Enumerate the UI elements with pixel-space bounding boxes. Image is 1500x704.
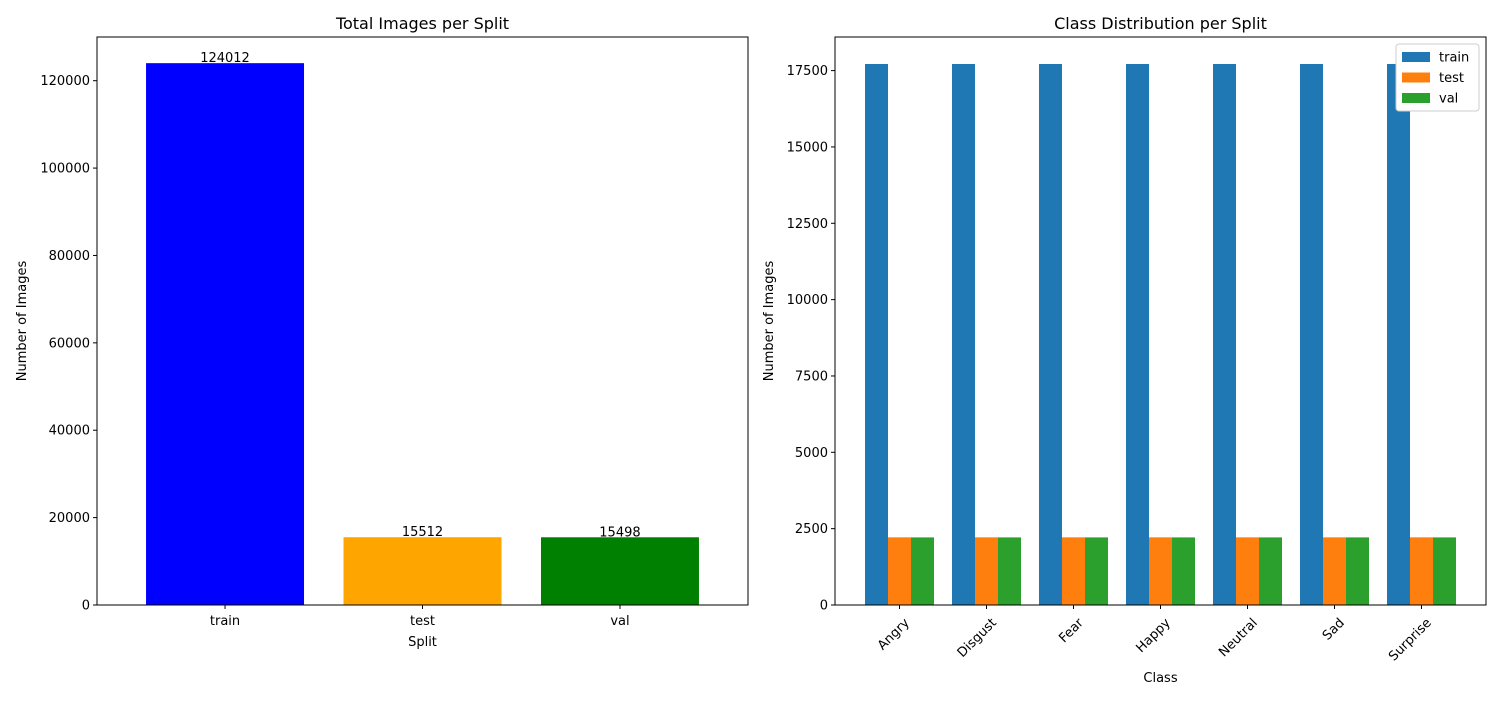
y-tick-label: 100000 [40, 162, 90, 177]
chart-2: Class Distribution per Split 0 2500 5000 750… [762, 14, 1487, 686]
bar-train-Happy [1126, 63, 1149, 606]
legend-label: test [1439, 71, 1464, 86]
x-tick-label: Neutral [1216, 616, 1261, 661]
y-tick-label: 15000 [787, 140, 828, 155]
x-tick-label: Surprise [1386, 616, 1435, 665]
chart-title: Class Distribution per Split [1054, 14, 1267, 33]
legend-label: train [1439, 51, 1469, 66]
bar-val-Happy [1172, 537, 1195, 605]
bar-train-Surprise [1387, 63, 1410, 606]
bar-val-Neutral [1259, 537, 1282, 605]
bar-val-Angry [911, 537, 934, 605]
y-tick-label: 2500 [795, 522, 828, 537]
x-tick-label: Angry [875, 615, 913, 653]
bar-test-Disgust [975, 537, 998, 605]
y-tick-label: 20000 [49, 511, 90, 526]
bar-value-label: 124012 [200, 51, 250, 66]
y-tick-label: 80000 [49, 249, 90, 264]
bar-test-Angry [888, 537, 911, 605]
x-tick-label: val [610, 614, 629, 629]
y-tick-label: 40000 [49, 424, 90, 439]
bar-train-Angry [865, 63, 888, 606]
legend-swatch-val [1402, 93, 1430, 103]
y-tick-label: 12500 [787, 217, 828, 232]
chart-title: Total Images per Split [335, 14, 509, 33]
bar-val-Sad [1346, 537, 1369, 605]
bar-train-Disgust [952, 63, 975, 606]
x-tick-label: Disgust [955, 616, 1000, 661]
y-tick-label: 5000 [795, 446, 828, 461]
y-axis-label: Number of Images [762, 261, 777, 382]
x-tick-label: Fear [1056, 615, 1087, 646]
bar-val-Fear [1085, 537, 1108, 605]
legend: train test val [1395, 43, 1480, 112]
bar-train [146, 63, 305, 605]
bar-test-Neutral [1236, 537, 1259, 605]
y-tick-label: 10000 [787, 293, 828, 308]
y-tick-label: 7500 [795, 369, 828, 384]
axes-frame [834, 36, 1487, 606]
y-tick-label: 17500 [787, 64, 828, 79]
x-tick-label: test [410, 614, 435, 629]
legend-swatch-test [1402, 72, 1430, 83]
bar-val [540, 537, 699, 605]
bar-val-Surprise [1433, 537, 1456, 605]
bar-val-Disgust [998, 537, 1021, 605]
x-tick-label: Sad [1320, 616, 1348, 644]
axes-frame [96, 36, 749, 606]
bar-train-Neutral [1213, 63, 1236, 606]
y-axis-label: Number of Images [15, 261, 30, 382]
x-tick-label: Happy [1133, 615, 1173, 655]
x-tick-label: train [210, 614, 240, 629]
bar-test [343, 537, 502, 605]
bar-test-Happy [1149, 537, 1172, 605]
bar-value-label: 15512 [402, 525, 443, 540]
bar-test-Sad [1323, 537, 1346, 605]
y-tick-label: 0 [82, 599, 90, 614]
bar-train-Sad [1300, 63, 1323, 606]
y-tick-label: 120000 [40, 74, 90, 89]
bar-value-label: 15498 [599, 525, 640, 540]
x-axis-label: Split [408, 635, 437, 650]
bar-test-Surprise [1410, 537, 1433, 605]
legend-label: val [1439, 92, 1458, 107]
bar-train-Fear [1039, 63, 1062, 606]
bar-test-Fear [1062, 537, 1085, 605]
y-tick-label: 60000 [49, 336, 90, 351]
x-axis-label: Class [1143, 671, 1177, 686]
chart-1: Total Images per Split 0 20000 40000 60000 80… [15, 14, 749, 650]
y-tick-label: 0 [820, 599, 828, 614]
legend-swatch-train [1402, 52, 1430, 62]
